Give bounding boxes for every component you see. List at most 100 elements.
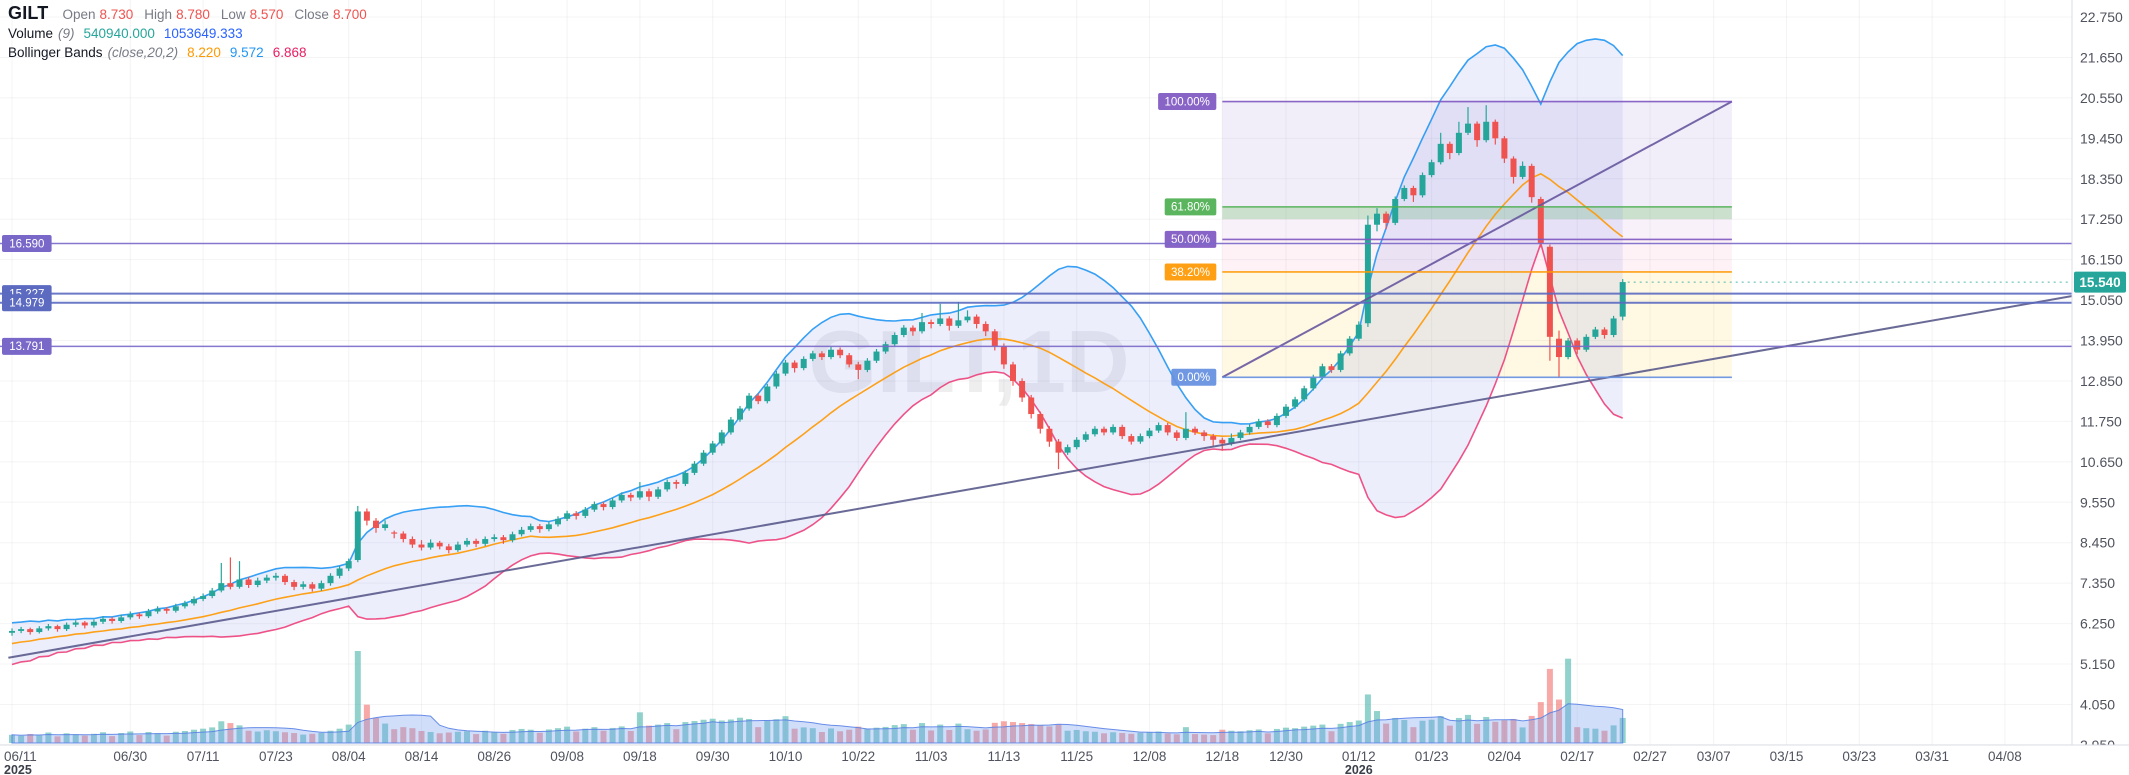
candle: [1355, 324, 1362, 339]
volume-bar: [400, 727, 407, 743]
volume-bar: [1537, 702, 1544, 743]
time-axis-label: 08/14: [405, 749, 439, 764]
time-axis-label: 09/08: [550, 749, 584, 764]
volume-bar: [309, 733, 316, 743]
candle: [1328, 366, 1335, 370]
volume-bar: [1301, 726, 1308, 743]
time-axis-label: 03/23: [1842, 749, 1876, 764]
price-axis-label: 6.250: [2080, 616, 2115, 632]
volume-bar: [1182, 727, 1189, 743]
time-axis-label: 02/17: [1560, 749, 1594, 764]
candle: [1064, 447, 1071, 453]
candle: [227, 583, 234, 587]
candle: [618, 494, 625, 501]
price-axis-label: 18.350: [2080, 171, 2123, 187]
candle: [500, 537, 507, 541]
volume-bar: [1546, 668, 1553, 743]
volume-bar: [891, 725, 898, 743]
candle: [45, 626, 52, 629]
candle: [1392, 198, 1399, 223]
candle: [1228, 437, 1235, 444]
volume-bar: [1483, 716, 1490, 743]
candle: [1501, 138, 1508, 159]
volume-bar: [27, 734, 34, 743]
symbol-title[interactable]: GILT: [8, 3, 49, 23]
volume-bar: [227, 723, 234, 743]
volume-bar: [800, 727, 807, 743]
time-axis-label: 09/18: [623, 749, 657, 764]
candle: [436, 542, 443, 547]
low-label: Low: [220, 7, 246, 22]
candle: [1155, 425, 1162, 431]
volume-bar: [1228, 730, 1235, 743]
volume-bar: [45, 732, 52, 743]
candle: [1146, 430, 1153, 437]
candle: [1182, 428, 1189, 438]
price-axis[interactable]: 22.750 21.650 20.550 19.450 18.350 17.250 16.1…: [2071, 0, 2129, 775]
time-axis-label: 01/12: [1342, 749, 1376, 764]
candle: [482, 539, 489, 544]
candle: [964, 316, 971, 321]
candle: [327, 575, 334, 584]
legend-bb-row[interactable]: Bollinger Bands (close,20,2) 8.220 9.572…: [8, 43, 378, 62]
volume-bar: [1146, 732, 1153, 743]
fib-retracement[interactable]: 100.00% 61.80% 50.00% 38.20% 0.00%: [1158, 93, 1732, 386]
trendline-1[interactable]: [8, 295, 2073, 659]
candle: [1474, 123, 1481, 141]
volume-bar: [427, 732, 434, 743]
volume-bar: [1091, 731, 1098, 743]
volume-bar: [1364, 694, 1371, 743]
volume-bar: [509, 729, 516, 743]
time-axis-label: 11/13: [988, 749, 1021, 764]
volume-bar: [518, 728, 525, 743]
candle: [109, 618, 116, 622]
volume-bar: [1465, 714, 1471, 743]
candle: [1028, 397, 1035, 415]
candle: [1446, 143, 1453, 154]
bb-upper-line: [11, 38, 1624, 624]
candle: [36, 628, 43, 633]
volume-bar: [154, 733, 161, 743]
legend-volume-row[interactable]: Volume (9) 540940.000 1053649.333: [8, 24, 378, 43]
candle: [1583, 336, 1590, 350]
volume-bar: [1501, 720, 1508, 743]
candle: [1210, 436, 1217, 440]
volume-bar: [791, 728, 798, 743]
candle: [1192, 428, 1198, 433]
volume-ma-area: [11, 703, 1624, 744]
volume-bar: [1255, 729, 1262, 743]
price-axis-label: 5.150: [2080, 656, 2115, 672]
candle: [564, 513, 571, 519]
time-axis-label: 06/11: [4, 749, 37, 764]
candle: [272, 575, 279, 578]
volume-bar: [1610, 725, 1617, 743]
candle: [1173, 432, 1180, 438]
volume-bar: [254, 731, 261, 743]
price-axis-label: 21.650: [2080, 49, 2123, 65]
fib-level-label: 50.00%: [1171, 234, 1210, 246]
volume-bar: [1392, 717, 1399, 743]
volume-bar: [363, 704, 370, 743]
volume-bar: [1237, 731, 1244, 743]
volume-bar: [618, 726, 625, 743]
candle: [837, 349, 844, 356]
volume-bar: [90, 733, 97, 743]
time-axis-label: 09/30: [696, 749, 730, 764]
candlestick-series[interactable]: [9, 105, 1626, 636]
volume-bar: [837, 731, 844, 743]
volume-bar: [1383, 723, 1390, 743]
price-axis-label: 15.050: [2080, 292, 2123, 308]
time-axis-label: 02/04: [1488, 749, 1522, 764]
volume-bar: [118, 733, 125, 743]
volume-bar: [1455, 717, 1462, 743]
candle: [18, 629, 25, 631]
candle: [873, 351, 880, 361]
candle: [1364, 224, 1371, 324]
time-axis-label: 07/23: [259, 749, 293, 764]
candle: [300, 584, 307, 587]
volume-bar: [1556, 699, 1562, 743]
